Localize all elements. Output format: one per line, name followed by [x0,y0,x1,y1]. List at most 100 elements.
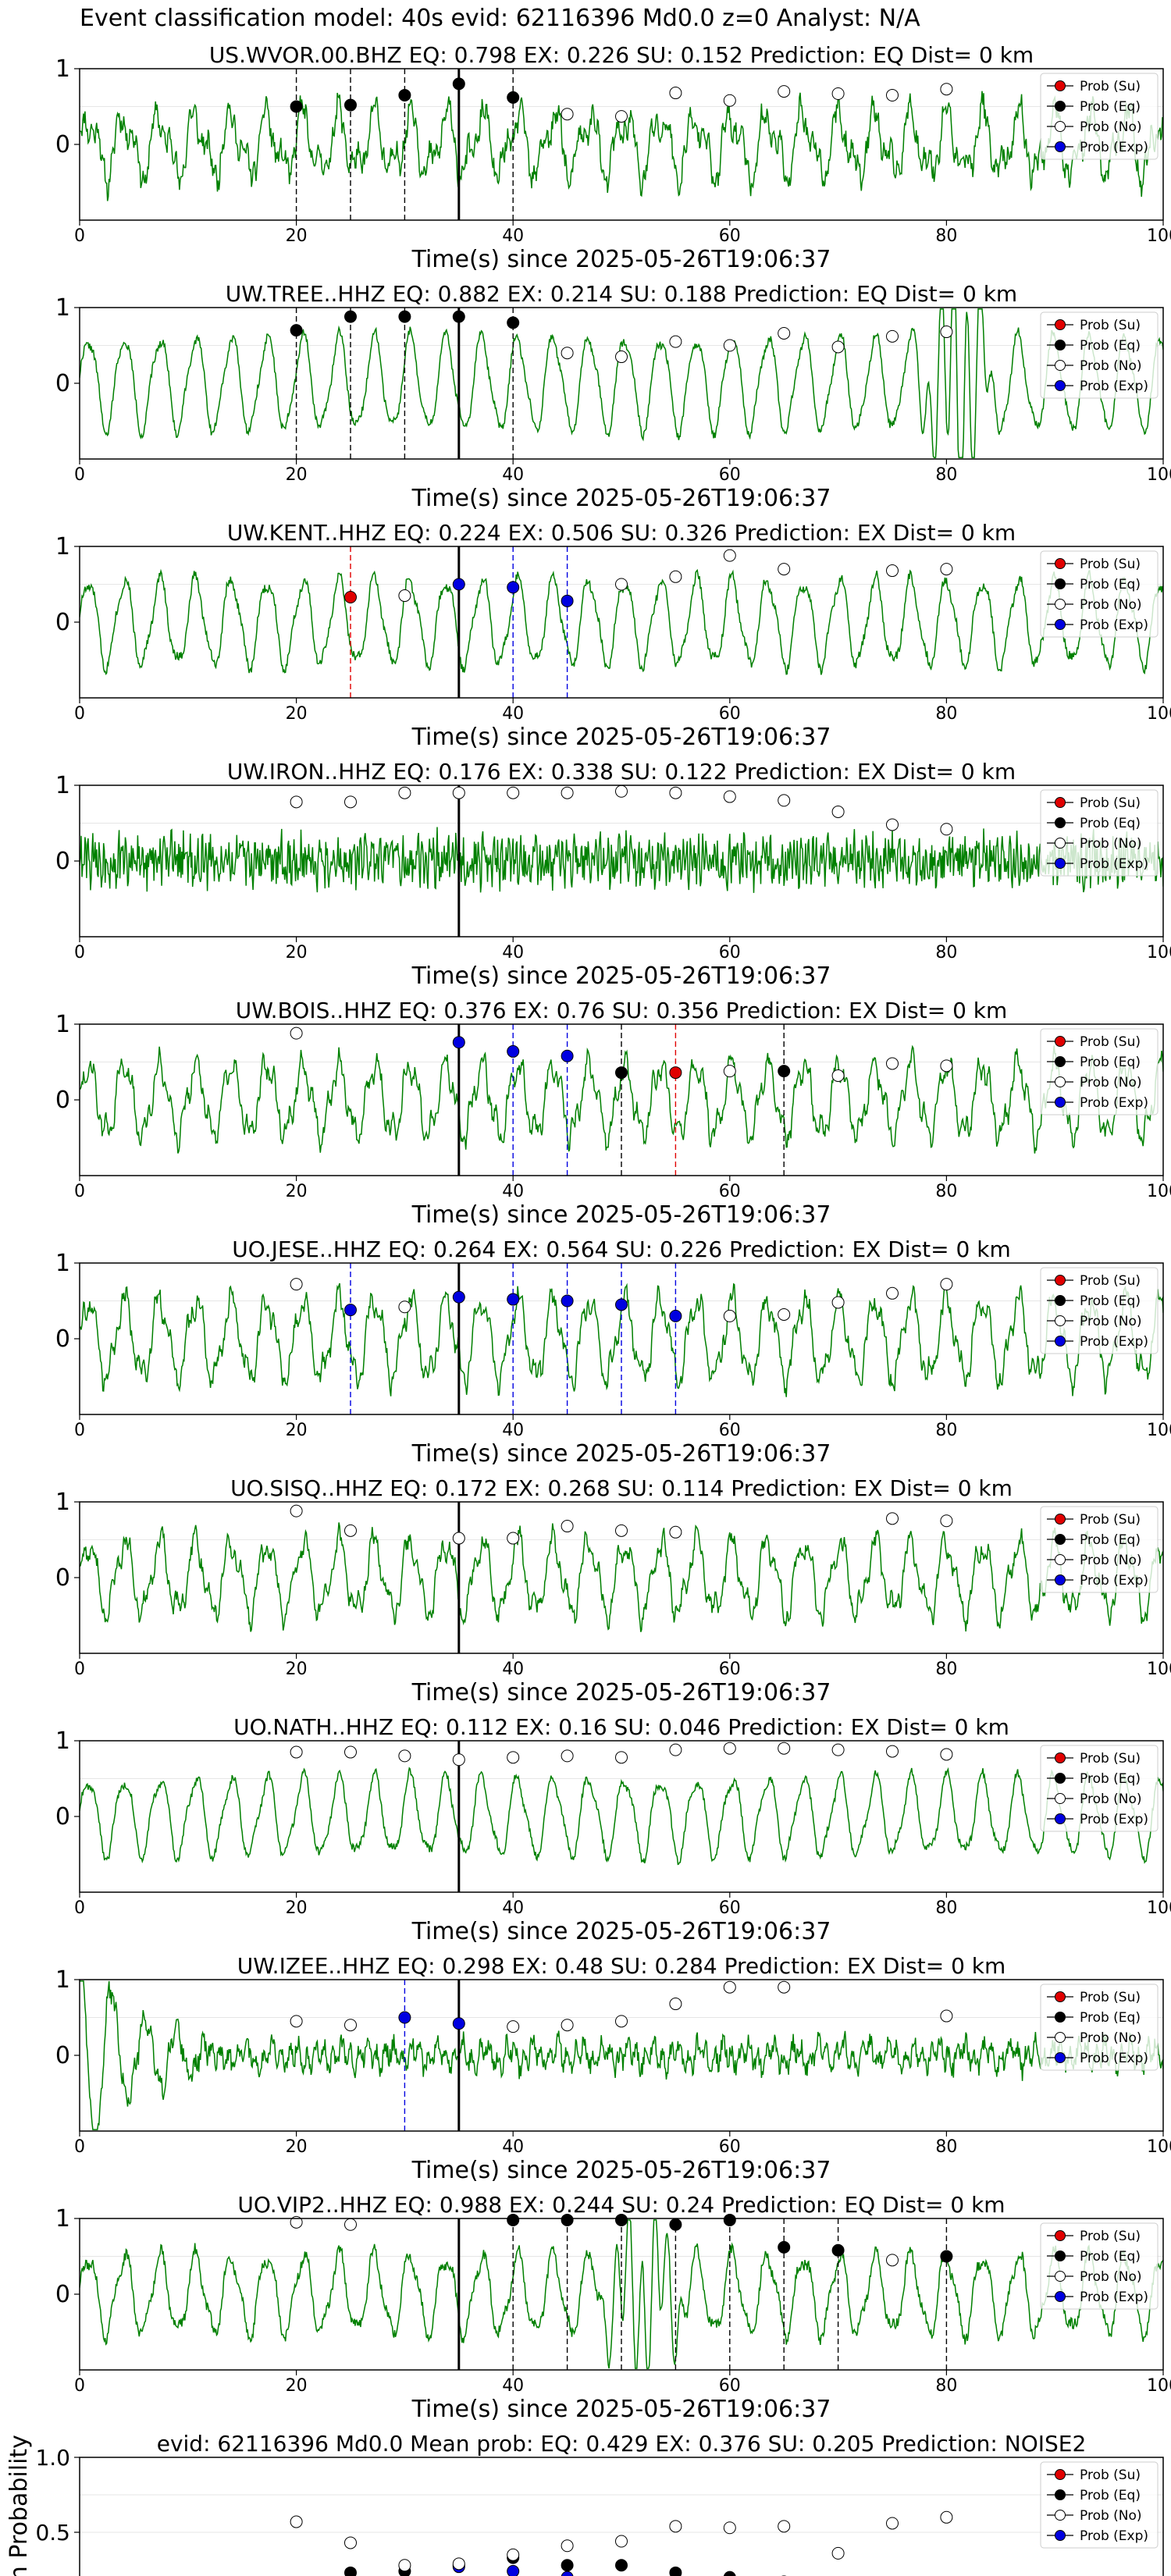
chart-title: US.WVOR.00.BHZ EQ: 0.798 EX: 0.226 SU: 0… [209,42,1034,68]
prob-point-eq [290,324,303,337]
prob-point-no [831,1743,845,1756]
legend-marker [1055,838,1066,849]
legend-marker [1055,2052,1066,2063]
y-tick-label: 1 [55,772,70,799]
prob-point-exp [561,594,574,607]
legend-marker [1055,599,1066,610]
x-axis-label: Time(s) since 2025-05-26T19:06:37 [411,1918,831,1945]
legend-marker [1055,2230,1066,2241]
prob-point-no [452,2557,465,2571]
legend-label: Prob (Exp) [1080,617,1148,633]
prob-point-eq [778,1065,791,1078]
prob-point-eq [290,100,303,113]
legend-marker [1055,1076,1066,1087]
x-tick-label: 80 [935,2137,957,2157]
chart-panel-4: 0 20 40 60 80 100 0 1 UW.IRON..HHZ EQ: 0.176 EX:… [55,759,1171,990]
x-tick-label: 80 [935,465,957,485]
waveform-trace [80,2219,1163,2369]
prob-point-no [831,805,845,818]
legend-box [1040,1745,1159,1832]
x-tick-label: 100 [1147,704,1171,724]
y-tick-label: 1 [55,1011,70,1038]
prob-point-no [940,1059,953,1073]
legend-box [1040,1984,1159,2071]
legend-marker [1055,2012,1066,2023]
prob-point-no [669,1998,682,2011]
x-tick-label: 100 [1147,1660,1171,1679]
legend-marker [1055,2271,1066,2282]
prob-point-no [398,1749,411,1763]
prob-point-no [723,94,736,107]
legend-marker [1055,797,1066,808]
prob-point-no [615,110,628,123]
prob-point-exp [398,2011,411,2024]
legend-label: Prob (Su) [1080,1512,1141,1528]
legend-marker [1055,558,1066,569]
x-tick-label: 0 [74,226,85,246]
x-tick-label: 20 [286,465,308,485]
prob-point-no [507,2020,520,2033]
prob-point-no [940,1278,953,1291]
prob-point-no [344,2019,357,2032]
legend-marker [1055,1574,1066,1585]
legend-marker [1055,101,1066,112]
chart-panel-1: 0 20 40 60 80 100 0 1 US.WVOR.00.BHZ EQ: 0.798 E… [55,42,1171,273]
waveform-trace [80,308,1163,458]
legend-label: Prob (Su) [1080,557,1141,572]
prob-point-no [669,335,682,348]
prob-point-no [831,340,845,354]
prob-point-eq [940,2250,953,2263]
prob-point-no [452,1532,465,1545]
x-tick-label: 0 [74,2376,85,2396]
x-tick-label: 60 [719,1898,741,1918]
legend: Prob (Su) Prob (Eq) Prob (No) Prob (Exp) [1040,311,1159,399]
y-tick-label: 0 [55,1087,70,1114]
y-tick-label: 0 [55,2042,70,2069]
x-tick-label: 0 [74,943,85,962]
prob-point-no [831,87,845,101]
prob-point-no [886,329,899,343]
prob-point-no [940,326,953,339]
prob-point-no [344,2536,357,2549]
legend-box [1040,73,1159,160]
prob-point-no [344,2218,357,2231]
legend: Prob (Su) Prob (Eq) Prob (No) Prob (Exp) [1040,1506,1159,1593]
prob-point-no [778,2520,791,2533]
legend-label: Prob (No) [1080,1075,1142,1091]
legend-label: Prob (No) [1080,597,1142,613]
prob-point-exp [452,1290,465,1304]
x-tick-label: 20 [286,2137,308,2157]
legend-label: Prob (No) [1080,2269,1142,2285]
x-tick-label: 40 [502,2137,524,2157]
legend-label: Prob (No) [1080,2508,1142,2524]
chart-panel-5: 0 20 40 60 80 100 0 1 UW.BOIS..HHZ EQ: 0.376 EX:… [55,998,1171,1229]
x-tick-label: 40 [502,1182,524,1201]
prob-point-no [561,2019,574,2032]
x-tick-label: 40 [502,1421,524,1440]
prob-point-eq [723,2213,736,2226]
y-axis-label: Mean Probability [5,2435,33,2576]
x-tick-label: 40 [502,2376,524,2396]
x-tick-label: 60 [719,2376,741,2396]
prob-point-no [669,570,682,583]
legend: Prob (Su) Prob (Eq) Prob (No) Prob (Exp) [1040,789,1159,877]
prob-point-no [886,2254,899,2267]
legend-label: Prob (Eq) [1080,1293,1141,1309]
prob-point-no [615,1751,628,1764]
prob-point-no [561,2539,574,2553]
prob-point-no [940,823,953,836]
x-tick-label: 60 [719,1660,741,1679]
prob-point-eq [615,1066,628,1080]
prob-point-no [778,1742,791,1755]
y-tick-label: 0 [55,370,70,397]
prob-point-no [290,1504,303,1517]
axes-frame [79,2218,1164,2371]
legend-label: Prob (Eq) [1080,1532,1141,1548]
legend: Prob (Su) Prob (Eq) Prob (No) Prob (Exp) [1040,2461,1159,2549]
waveform-trace [80,827,1163,893]
x-tick-label: 80 [935,943,957,962]
legend-label: Prob (No) [1080,119,1142,135]
legend-label: Prob (Exp) [1080,2290,1148,2305]
prob-point-no [561,108,574,121]
